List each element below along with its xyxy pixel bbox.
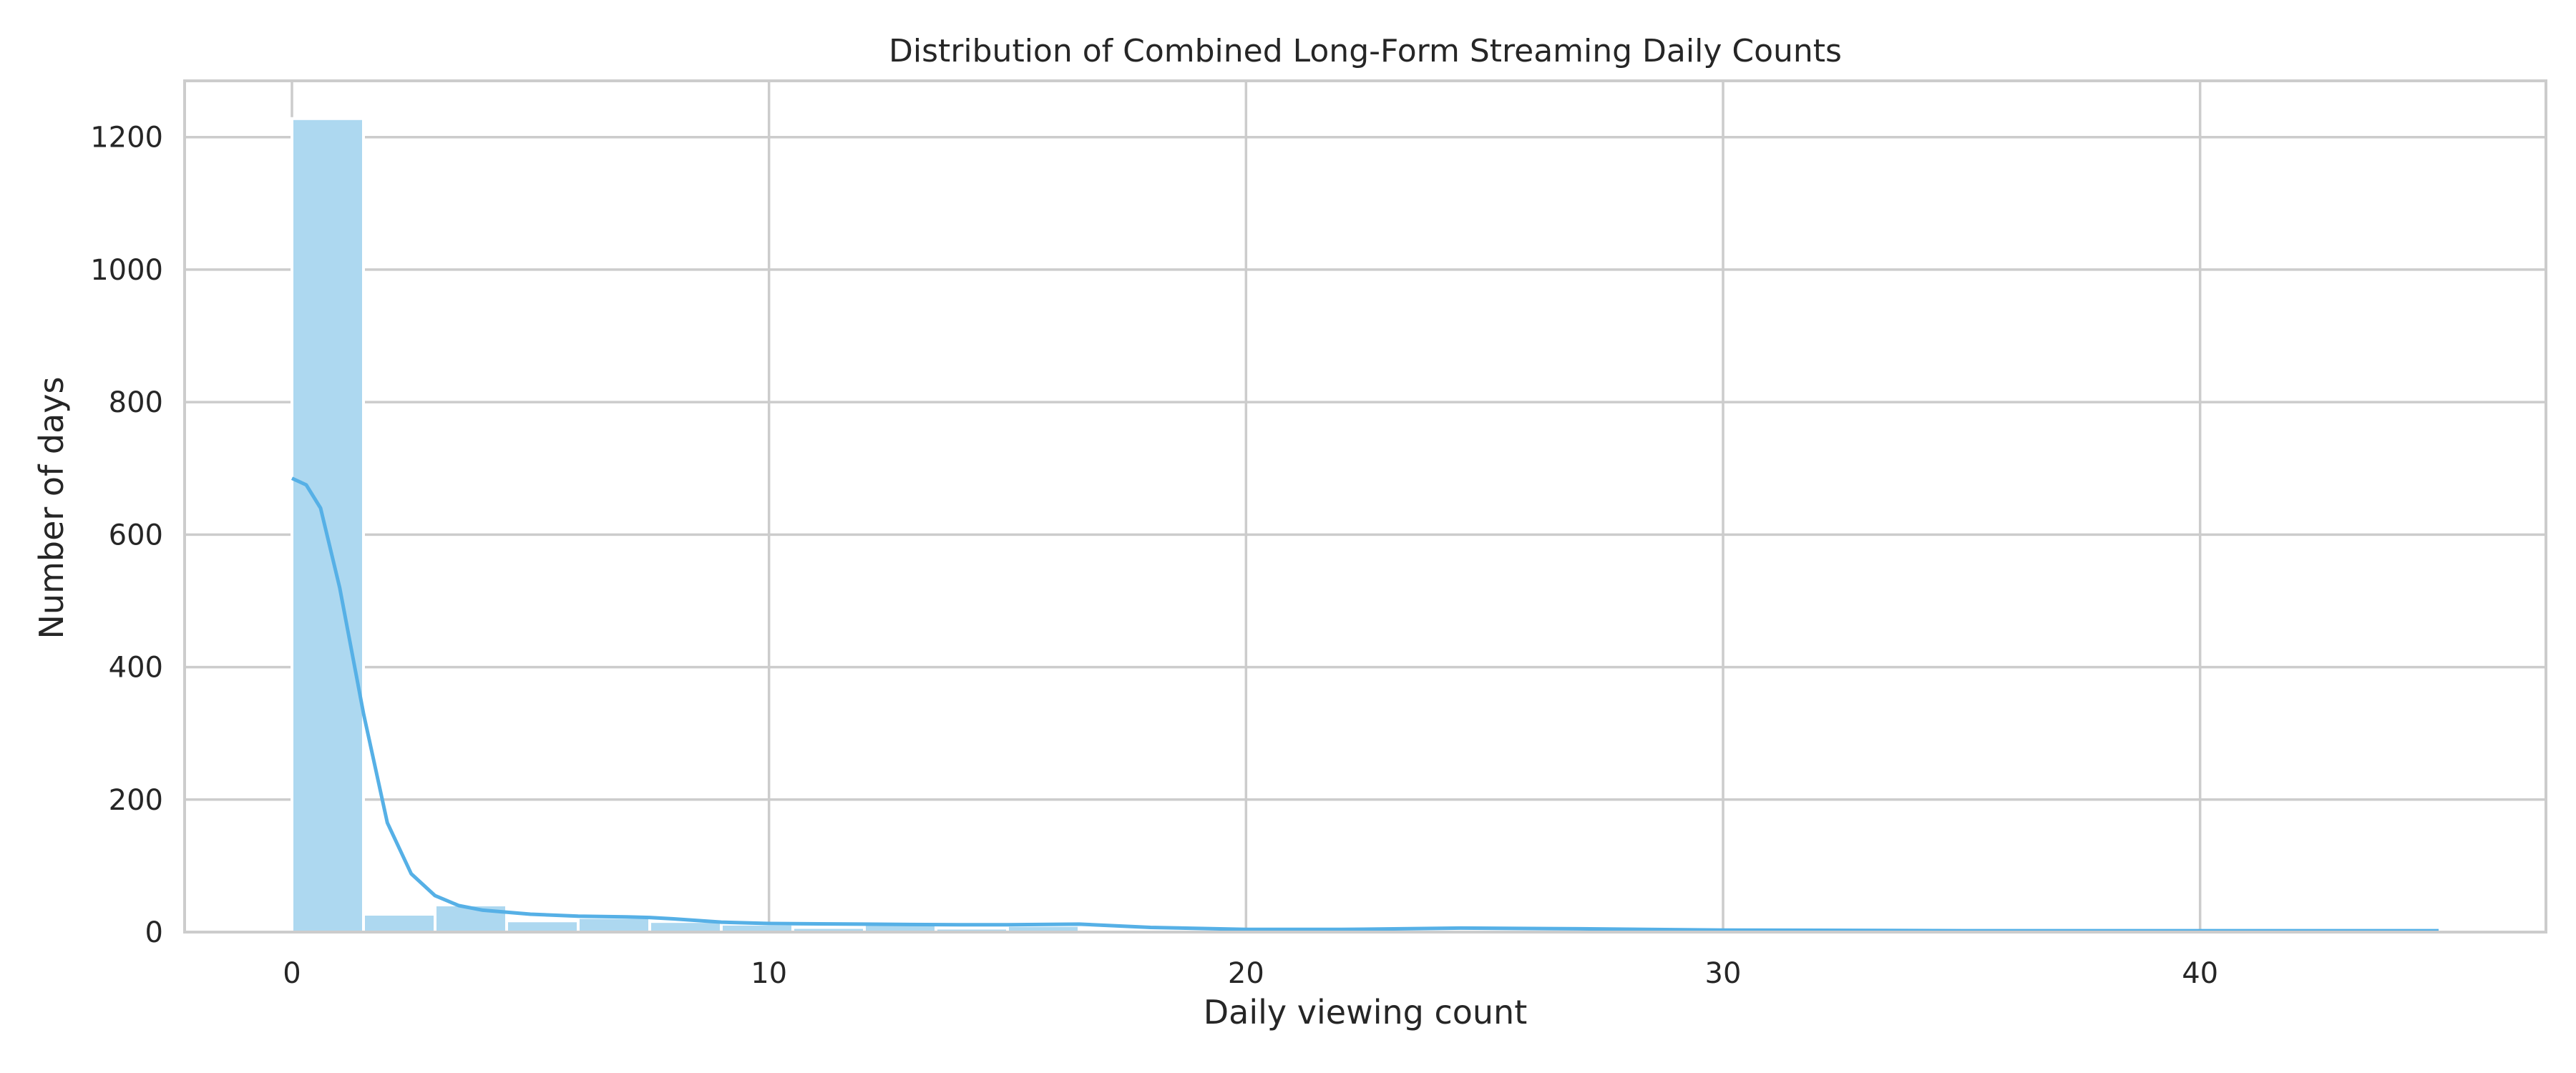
y-tick-label: 200 — [109, 784, 163, 817]
gridlines — [185, 81, 2546, 934]
histogram-bars — [291, 117, 2440, 934]
y-tick-label: 1200 — [90, 122, 163, 155]
y-tick-label: 800 — [109, 386, 163, 419]
histogram-bar — [291, 117, 365, 934]
histogram-bar — [577, 916, 651, 934]
x-tick-label: 0 — [283, 957, 301, 990]
chart-title: Distribution of Combined Long-Form Strea… — [889, 33, 1842, 69]
x-tick-label: 10 — [751, 957, 787, 990]
x-tick-label: 30 — [1705, 957, 1742, 990]
x-axis-label: Daily viewing count — [1203, 993, 1528, 1032]
x-tick-label: 40 — [2182, 957, 2218, 990]
y-axis-ticks: 0 200 400 600 800 1000 1200 — [90, 122, 163, 949]
x-axis-ticks: 0 10 20 30 40 — [283, 957, 2218, 990]
kde-curve — [291, 476, 2439, 933]
axes-frame — [183, 79, 2547, 934]
y-tick-label: 1000 — [90, 254, 163, 287]
histogram-bar — [505, 919, 580, 934]
x-tick-label: 20 — [1228, 957, 1264, 990]
y-tick-label: 0 — [145, 916, 163, 949]
y-tick-label: 600 — [109, 519, 163, 552]
histogram-bar — [362, 912, 436, 934]
y-tick-label: 400 — [109, 652, 163, 685]
